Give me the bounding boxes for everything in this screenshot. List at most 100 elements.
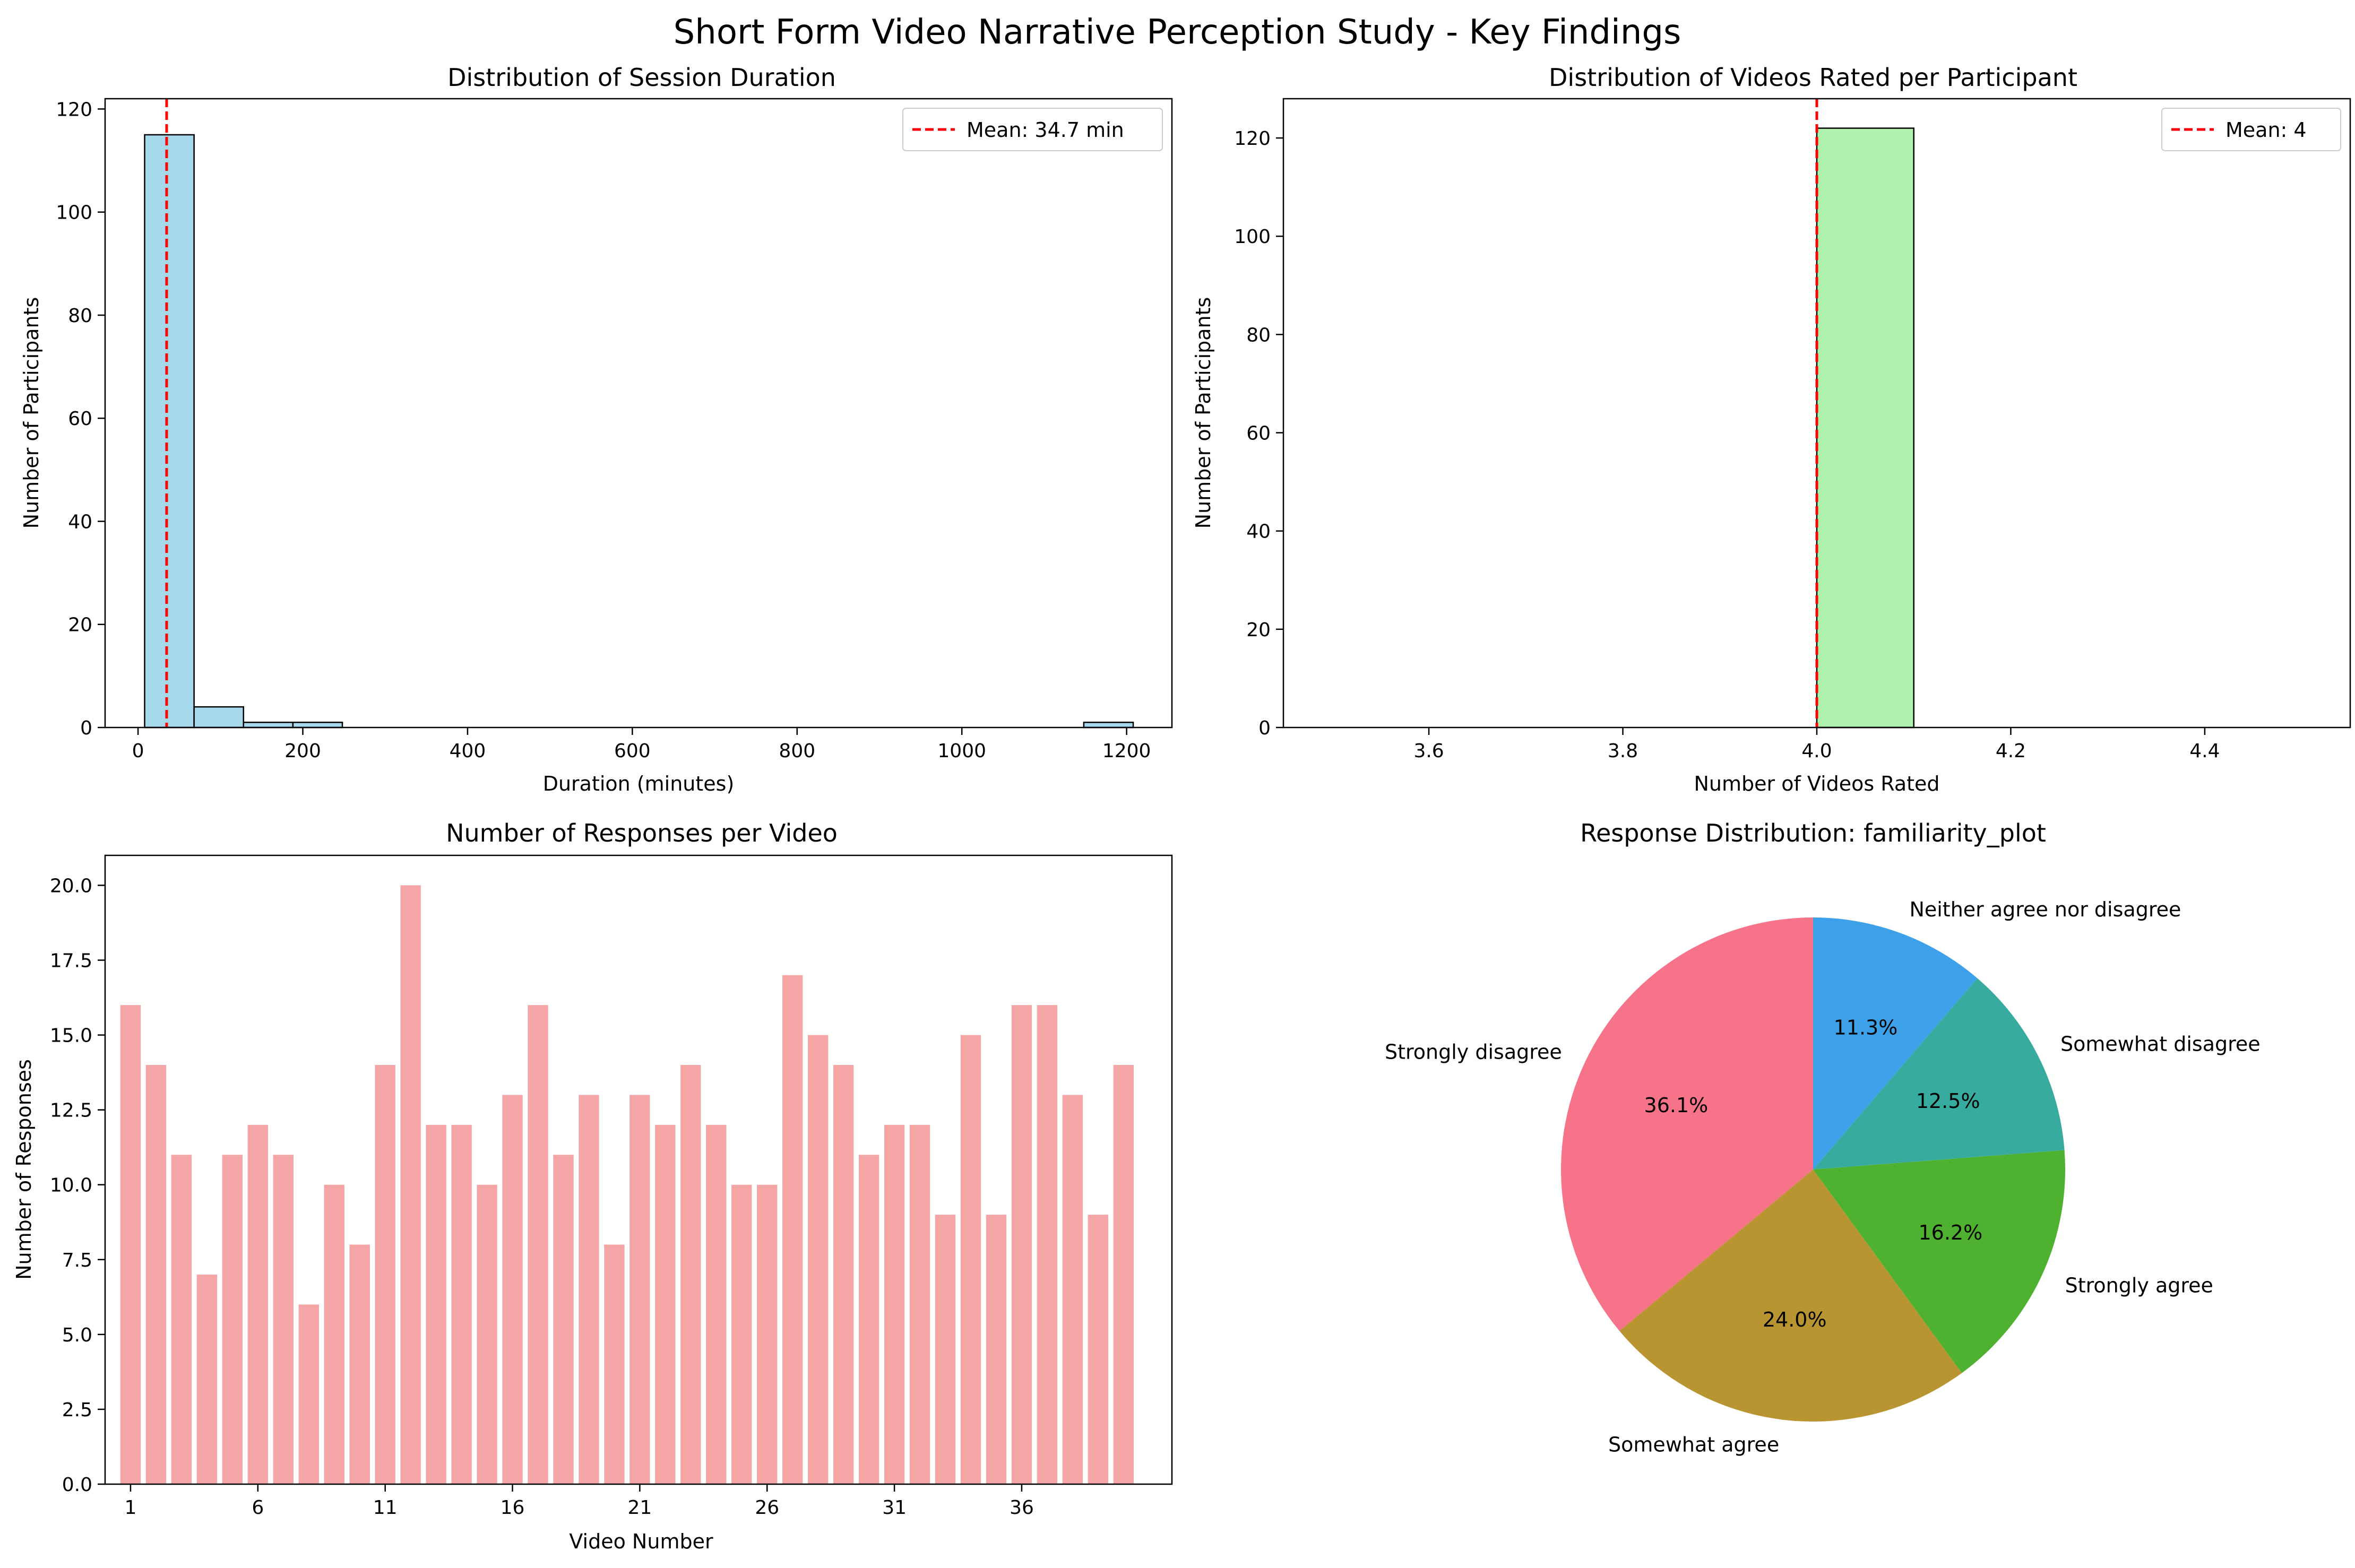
responses-per-video-bar [477, 1184, 497, 1484]
responses-per-video-bar [196, 1275, 218, 1484]
responses-per-video-bar [1088, 1215, 1109, 1484]
session-duration-ylabel: Number of Participants [20, 297, 43, 529]
responses-per-video-bar [1037, 1005, 1058, 1484]
videos-rated-ytick-label: 80 [1246, 324, 1271, 346]
responses-per-video-bar [171, 1155, 192, 1484]
responses-per-video-bar [1113, 1065, 1134, 1484]
pie-pct-somewhat-disagree: 12.5% [1916, 1089, 1980, 1113]
responses-per-video-bar [1011, 1005, 1032, 1484]
responses-per-video-title: Number of Responses per Video [446, 819, 838, 847]
session-duration-chart: Distribution of Session Duration 0 200 400… [20, 63, 1173, 795]
videos-rated-ytick-label: 60 [1246, 423, 1271, 445]
session-duration-xtick-label: 200 [284, 740, 321, 762]
responses-per-video-bar [375, 1065, 395, 1484]
responses-per-video-bar [451, 1124, 472, 1484]
videos-rated-ylabel: Number of Participants [1192, 297, 1215, 529]
responses-per-video-bar [808, 1035, 829, 1484]
videos-rated-xtick-label: 3.6 [1413, 740, 1444, 762]
responses-per-video-bar [757, 1184, 778, 1484]
session-duration-bar [292, 722, 343, 729]
responses-per-video-xtick-label: 1 [125, 1497, 137, 1519]
videos-rated-ytick-label: 40 [1246, 521, 1271, 543]
responses-per-video-bar [400, 885, 421, 1484]
pie-label-strongly-disagree: Strongly disagree [1385, 1040, 1562, 1063]
responses-per-video-ytick-label: 0.0 [62, 1474, 92, 1496]
pie-pct-somewhat-agree: 24.0% [1763, 1308, 1827, 1331]
videos-rated-ytick-label: 0 [1258, 717, 1271, 739]
session-duration-ytick-label: 20 [68, 614, 92, 636]
responses-per-video-bar [909, 1124, 930, 1484]
responses-per-video-xtick-label: 21 [627, 1497, 652, 1519]
responses-per-video-bar [553, 1155, 574, 1484]
videos-rated-title: Distribution of Videos Rated per Partici… [1549, 63, 2077, 92]
responses-per-video-bar [145, 1065, 167, 1484]
responses-per-video-bar [680, 1065, 701, 1484]
responses-per-video-bar [833, 1065, 854, 1484]
responses-per-video-ytick-label: 2.5 [62, 1399, 92, 1421]
responses-per-video-ytick-label: 17.5 [50, 950, 92, 972]
responses-per-video-bar [986, 1215, 1007, 1484]
session-duration-xlabel: Duration (minutes) [543, 772, 735, 795]
responses-per-video-bar [247, 1124, 269, 1484]
responses-per-video-bar [324, 1184, 344, 1484]
responses-per-video-ytick-label: 5.0 [62, 1324, 92, 1346]
familiarity-pie-title: Response Distribution: familiarity_plot [1580, 819, 2046, 847]
session-duration-title: Distribution of Session Duration [447, 63, 836, 92]
pie-pct-neither-agree-nor-disagree: 11.3% [1834, 1016, 1898, 1039]
familiarity-pie-chart: Response Distribution: familiarity_plot … [1385, 819, 2261, 1457]
responses-per-video-xtick-label: 16 [501, 1497, 525, 1519]
responses-per-video-xlabel: Video Number [569, 1530, 713, 1553]
pie-label-strongly-agree: Strongly agree [2065, 1274, 2213, 1297]
videos-rated-ytick-label: 120 [1234, 128, 1271, 150]
responses-per-video-bar [579, 1095, 599, 1484]
responses-per-video-bar [502, 1095, 523, 1484]
responses-per-video-bar [1062, 1095, 1083, 1484]
pie-slice-strongly-disagree [1561, 917, 1813, 1331]
session-duration-bar [144, 134, 195, 729]
session-duration-ytick-label: 120 [56, 99, 92, 120]
responses-per-video-bar [858, 1155, 879, 1484]
responses-per-video-ytick-label: 7.5 [62, 1250, 92, 1271]
responses-per-video-bar [426, 1124, 446, 1484]
pie-label-somewhat-agree: Somewhat agree [1608, 1433, 1779, 1457]
responses-per-video-bar [273, 1155, 294, 1484]
pie-label-neither-agree-nor-disagree: Neither agree nor disagree [1909, 898, 2181, 921]
pie-slice-strongly-agree [1813, 1150, 2065, 1373]
session-duration-legend-label: Mean: 34.7 min [967, 118, 1124, 142]
responses-per-video-ylabel: Number of Responses [12, 1059, 36, 1280]
responses-per-video-bar [528, 1005, 548, 1484]
session-duration-legend: Mean: 34.7 min [902, 108, 1163, 151]
session-duration-xtick-label: 1200 [1102, 740, 1151, 762]
responses-per-video-ytick-label: 12.5 [50, 1100, 92, 1122]
session-duration-bar [243, 722, 294, 729]
responses-per-video-bar [960, 1035, 981, 1484]
responses-per-video-bar [298, 1304, 319, 1484]
videos-rated-xtick-label: 3.8 [1608, 740, 1638, 762]
pie-pct-strongly-agree: 16.2% [1919, 1221, 1983, 1244]
videos-rated-chart: Distribution of Videos Rated per Partici… [1192, 63, 2351, 795]
session-duration-xtick-label: 800 [779, 740, 815, 762]
responses-per-video-plot-frame [104, 854, 1173, 1485]
responses-per-video-bar [731, 1184, 752, 1484]
videos-rated-ytick-label: 20 [1246, 619, 1271, 641]
session-duration-ytick-label: 80 [68, 305, 92, 327]
videos-rated-xtick-label: 4.2 [1996, 740, 2026, 762]
responses-per-video-bar [120, 1005, 141, 1484]
responses-per-video-bar [222, 1155, 243, 1484]
videos-rated-bar [1816, 127, 1914, 729]
responses-per-video-bar [655, 1124, 676, 1484]
responses-per-video-bar [706, 1124, 727, 1484]
session-duration-ytick-label: 0 [80, 717, 92, 739]
pie-label-somewhat-disagree: Somewhat disagree [2060, 1033, 2261, 1056]
responses-per-video-xtick-label: 26 [755, 1497, 779, 1519]
videos-rated-xtick-label: 4.0 [1801, 740, 1832, 762]
pie-pct-strongly-disagree: 36.1% [1644, 1094, 1709, 1117]
responses-per-video-bar [782, 975, 803, 1484]
session-duration-ytick-label: 60 [68, 408, 92, 430]
session-duration-ytick-label: 40 [68, 511, 92, 533]
session-duration-bar [1083, 722, 1134, 729]
videos-rated-xlabel: Number of Videos Rated [1694, 772, 1939, 795]
responses-per-video-bar [884, 1124, 905, 1484]
pie-slice-somewhat-agree [1619, 1169, 1962, 1422]
